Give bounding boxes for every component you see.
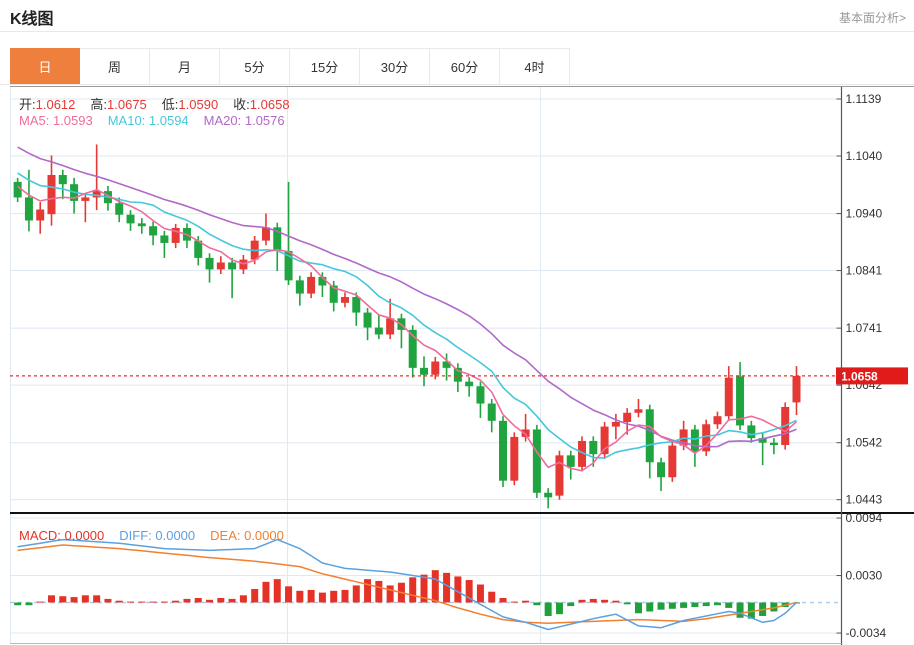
macd-legend: MACD: 0.0000 DIFF: 0.0000 DEA: 0.0000 <box>19 528 284 543</box>
legend-ma-item-2: MA20: 1.0576 <box>203 113 285 128</box>
tab-interval-2[interactable]: 月 <box>150 48 220 85</box>
legend-macd-item-0: MACD: 0.0000 <box>19 528 105 543</box>
page-header: K线图 基本面分析> <box>0 0 914 32</box>
kline-chart-canvas[interactable]: 1.11391.10401.09401.08411.07411.06421.05… <box>0 84 914 645</box>
tab-interval-0[interactable]: 日 <box>10 48 80 85</box>
legend-ohlc-item-3: 收:1.0658 <box>233 97 290 112</box>
fundamental-analysis-link[interactable]: 基本面分析> <box>838 11 906 25</box>
tab-interval-4[interactable]: 15分 <box>290 48 360 85</box>
current-price-tag: 1.0658 <box>841 369 878 383</box>
legend-ma-item-0: MA5: 1.0593 <box>19 113 93 128</box>
legend-ma-item-1: MA10: 1.0594 <box>107 113 189 128</box>
svg-text:1.0940: 1.0940 <box>846 207 883 221</box>
legend-ohlc-item-2: 低:1.0590 <box>161 97 219 112</box>
svg-text:1.1040: 1.1040 <box>846 149 883 163</box>
svg-text:0.0094: 0.0094 <box>846 511 883 525</box>
legend-macd-item-2: DEA: 0.0000 <box>210 528 284 543</box>
svg-text:-0.0034: -0.0034 <box>846 626 887 640</box>
svg-text:1.0841: 1.0841 <box>846 264 883 278</box>
tab-interval-6[interactable]: 60分 <box>430 48 500 85</box>
tab-interval-3[interactable]: 5分 <box>220 48 290 85</box>
ohlc-legend: 开:1.0612 高:1.0675 低:1.0590 收:1.0658 <box>19 94 290 113</box>
tab-interval-1[interactable]: 周 <box>80 48 150 85</box>
tab-interval-7[interactable]: 4时 <box>500 48 570 85</box>
svg-text:1.0542: 1.0542 <box>846 436 883 450</box>
svg-text:1.1139: 1.1139 <box>846 92 882 106</box>
legend-ohlc-item-0: 开:1.0612 <box>19 97 76 112</box>
svg-text:1.0741: 1.0741 <box>846 321 883 335</box>
tabbar-divider <box>0 84 914 85</box>
interval-tabbar: 日周月 5分 15分 30分 60分 4时 <box>10 48 570 85</box>
legend-macd-item-1: DIFF: 0.0000 <box>119 528 196 543</box>
legend-ohlc-item-1: 高:1.0675 <box>90 97 147 112</box>
tab-interval-5[interactable]: 30分 <box>360 48 430 85</box>
ma-legend: MA5: 1.0593 MA10: 1.0594 MA20: 1.0576 <box>19 113 285 128</box>
svg-text:1.0443: 1.0443 <box>846 493 883 507</box>
svg-text:0.0030: 0.0030 <box>846 569 883 583</box>
page-title: K线图 <box>10 11 54 28</box>
kline-chart[interactable]: 1.1139 1.1040 1.0940 1.0841 1.0741 1.0642 1.05… <box>0 84 914 645</box>
